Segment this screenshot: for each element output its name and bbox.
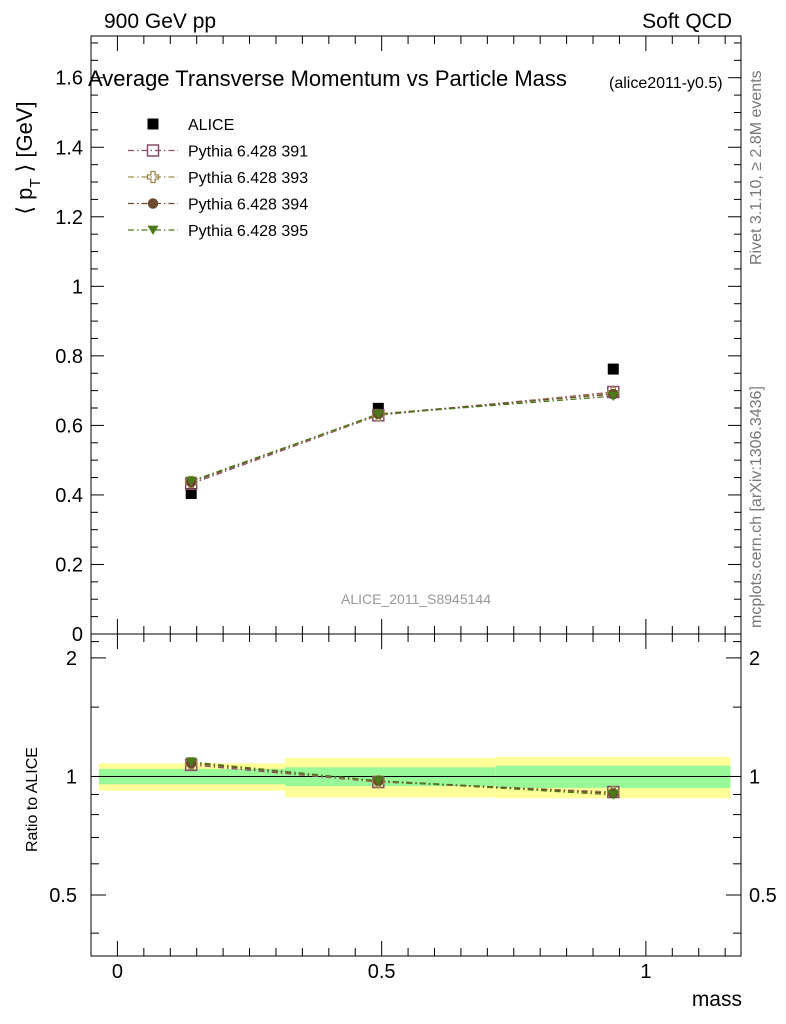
ratio-y-axis: 0.5 0.5 1 1 2 2	[49, 641, 777, 934]
legend-label: Pythia 6.428 391	[188, 144, 308, 161]
main-series-point-0	[607, 363, 619, 375]
ratio-bands	[98, 757, 731, 799]
ratio-y-axis-label: Ratio to ALICE	[24, 747, 41, 852]
ratio-y-tick-label: 0.5	[49, 885, 77, 907]
process-label: Soft QCD	[642, 10, 732, 33]
main-y-tick-label: 0.2	[55, 554, 83, 576]
watermark-label: ALICE_2011_S8945144	[341, 591, 491, 607]
ratio-series-point-3	[607, 790, 619, 800]
legend-marker	[147, 118, 159, 130]
main-series-point-4	[185, 476, 197, 486]
x-axis-label: mass	[692, 988, 742, 1011]
main-y-axis-label: ⟨ pT ⟩ [GeV]	[12, 101, 44, 214]
main-y-tick-label: 1.2	[55, 207, 83, 229]
main-y-tick-label: 1	[72, 276, 83, 298]
chart-title: Average Transverse Momentum vs Particle …	[88, 66, 567, 91]
legend-marker	[147, 198, 159, 209]
svg-text:⟨ pT ⟩ [GeV]: ⟨ pT ⟩ [GeV]	[12, 101, 44, 214]
ratio-y-tick-label-right: 1	[749, 766, 760, 788]
legend: ALICE Pythia 6.428 391 Pythia 6.428 393 Pyt…	[128, 117, 308, 240]
main-series-line-3	[190, 393, 614, 483]
main-series-line-4	[190, 395, 614, 482]
main-series-line-1	[190, 391, 614, 485]
main-panel: 0 0.2 0.4 0.6 0.8 1 1.2 1.4 1.6 Average Transver…	[55, 35, 742, 649]
main-series-point-4	[372, 409, 384, 420]
chart-subtitle: (alice2011-y0.5)	[609, 75, 723, 92]
main-x-ticks	[90, 36, 726, 649]
ratio-frame	[90, 633, 742, 957]
main-series-line-2	[190, 392, 614, 483]
main-y-tick-label: 1.6	[55, 68, 83, 90]
ratio-x-tick-label: 0.5	[368, 961, 396, 983]
main-series-point-0	[372, 402, 384, 414]
ylabel-open: ⟨ p	[12, 188, 37, 215]
ratio-y-tick-label-right: 0.5	[749, 885, 777, 907]
mcplots-label: mcplots.cern.ch [arXiv:1306.3436]	[748, 386, 765, 628]
main-series-markers	[184, 363, 620, 500]
ylabel-close: ⟩ [GeV]	[12, 101, 37, 178]
legend-marker	[147, 225, 159, 235]
main-y-tick-label: 0.6	[55, 415, 83, 437]
energy-label: 900 GeV pp	[104, 10, 216, 33]
rivet-label: Rivet 3.1.10, ≥ 2.8M events	[748, 70, 765, 265]
legend-label: Pythia 6.428 395	[188, 223, 308, 240]
legend-label: Pythia 6.428 394	[188, 197, 308, 214]
ylabel-sub: T	[27, 178, 44, 187]
ratio-panel: 0.5 0.51 12 2 0 0.5 1 Ratio to ALICE mass	[24, 633, 777, 1011]
legend-label: Pythia 6.428 393	[188, 170, 308, 187]
ratio-x-tick-label: 1	[640, 961, 651, 983]
ratio-y-tick-label: 1	[66, 766, 77, 788]
ratio-series-point-3	[372, 776, 384, 786]
legend-marker	[146, 144, 160, 157]
ratio-x-tick-label: 0	[112, 961, 123, 983]
ratio-y-tick-label: 2	[66, 648, 77, 670]
main-y-tick-label: 0.8	[55, 346, 83, 368]
main-series-lines	[190, 391, 614, 485]
ratio-y-tick-label-right: 2	[749, 648, 760, 670]
ratio-x-axis: 0 0.5 1	[90, 941, 726, 983]
main-series-point-0	[185, 488, 197, 500]
ratio-series-markers	[184, 757, 620, 800]
ratio-series-point-3	[185, 757, 197, 767]
main-y-tick-label: 0.4	[55, 485, 83, 507]
legend-label: ALICE	[188, 117, 234, 134]
main-y-axis: 0 0.2 0.4 0.6 0.8 1 1.2 1.4 1.6	[55, 42, 741, 646]
legend-marker	[146, 170, 160, 184]
main-y-tick-label: 0	[72, 624, 83, 646]
main-series-point-4	[607, 391, 619, 402]
main-y-tick-label: 1.4	[55, 137, 83, 159]
